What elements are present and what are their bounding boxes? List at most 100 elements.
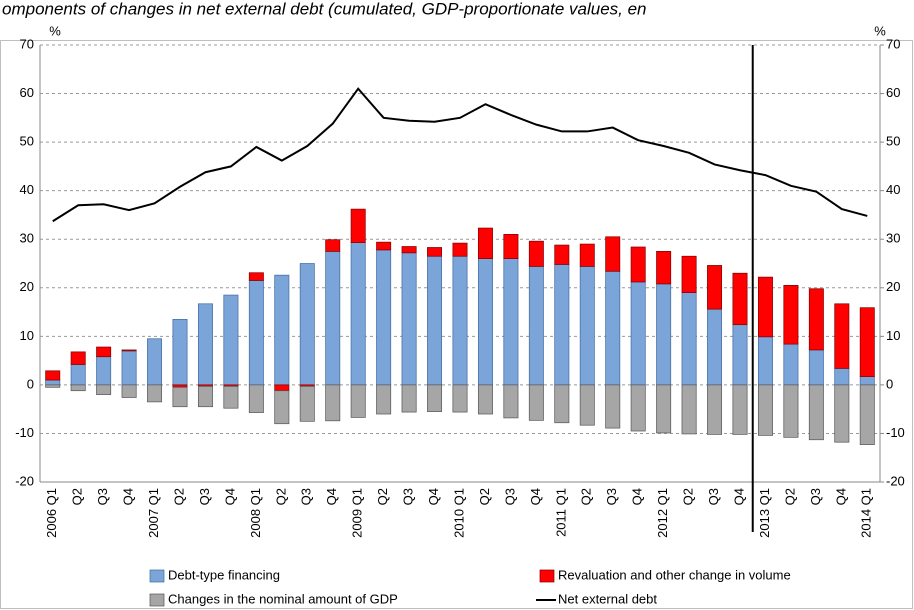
y2-tick-label: 20: [886, 279, 900, 294]
bar: [503, 258, 519, 386]
x-tick-label: 2010 Q1: [451, 488, 466, 538]
bar: [554, 244, 570, 265]
x-tick-label: 2011 Q1: [553, 488, 568, 537]
bar: [757, 384, 773, 436]
bar: [325, 384, 341, 422]
bar: [248, 384, 264, 413]
x-tick-label: Q4: [222, 488, 237, 505]
bar: [477, 384, 493, 415]
line: [52, 87, 868, 223]
y2-unit: %: [874, 23, 886, 38]
bar: [783, 285, 799, 345]
bar: [299, 385, 315, 422]
x-tick-label: Q2: [171, 488, 186, 505]
x-tick-label: 2007 Q1: [146, 488, 161, 538]
x-tick-label: Q3: [706, 488, 721, 505]
x-tick-label: Q3: [299, 488, 314, 505]
bar: [707, 308, 723, 386]
chart-title: omponents of changes in net external deb…: [2, 0, 647, 18]
legend-swatch: [539, 569, 555, 583]
legend-label: Debt-type financing: [168, 567, 280, 582]
bar: [656, 283, 672, 386]
x-tick-label: Q2: [579, 488, 594, 505]
y-tick-label: 60: [20, 85, 34, 100]
bar: [808, 288, 824, 351]
bar: [605, 384, 621, 429]
x-tick-label: 2014 Q1: [859, 488, 874, 538]
legend-swatch: [149, 569, 165, 583]
bar: [630, 384, 646, 432]
x-tick-label: Q2: [681, 488, 696, 505]
bar: [834, 384, 850, 443]
legend-label: Revaluation and other change in volume: [558, 567, 791, 582]
bar: [834, 368, 850, 386]
bar: [757, 276, 773, 338]
x-tick-label: 2012 Q1: [655, 488, 670, 538]
bar: [427, 384, 443, 412]
bar: [350, 242, 366, 386]
y-tick-label: 20: [20, 279, 34, 294]
bar: [401, 246, 417, 254]
bar: [376, 241, 392, 251]
x-tick-label: Q2: [375, 488, 390, 505]
y-tick-label: -10: [15, 425, 34, 440]
bar: [96, 356, 112, 386]
bar: [503, 384, 519, 419]
bar: [248, 280, 264, 386]
x-tick-label: Q2: [273, 488, 288, 505]
bar: [681, 292, 697, 386]
bar: [605, 236, 621, 272]
bar: [707, 265, 723, 310]
bar: [350, 384, 366, 418]
x-tick-label: Q4: [630, 488, 645, 505]
bar: [401, 384, 417, 413]
bar: [808, 384, 824, 441]
bar: [147, 384, 163, 403]
y2-tick-label: 0: [886, 376, 893, 391]
x-tick-label: Q3: [604, 488, 619, 505]
bar: [274, 384, 290, 392]
y2-tick-label: -20: [886, 473, 905, 488]
bar: [528, 384, 544, 421]
bar: [859, 376, 875, 386]
bar: [121, 384, 137, 398]
y2-tick-label: 10: [886, 328, 900, 343]
bar: [223, 385, 239, 409]
x-tick-label: Q3: [808, 488, 823, 505]
bar: [554, 264, 570, 386]
bar: [707, 384, 723, 435]
bar: [528, 240, 544, 267]
bar: [197, 385, 213, 408]
bar: [452, 384, 468, 413]
bar: [783, 343, 799, 386]
x-tick-label: Q3: [502, 488, 517, 505]
y-tick-label: 50: [20, 134, 34, 149]
bar: [172, 318, 188, 386]
x-tick-label: Q4: [731, 488, 746, 505]
legend-label: Net external debt: [558, 591, 657, 606]
bar: [859, 384, 875, 445]
bar: [681, 255, 697, 293]
bar: [70, 351, 86, 365]
x-tick-label: 2008 Q1: [248, 488, 263, 538]
x-tick-label: Q2: [782, 488, 797, 505]
x-tick-label: Q2: [477, 488, 492, 505]
y2-tick-label: 40: [886, 182, 900, 197]
bar: [656, 384, 672, 434]
bar: [376, 384, 392, 415]
bar: [783, 384, 799, 438]
bar: [732, 324, 748, 386]
bar: [45, 370, 61, 381]
y2-tick-label: 60: [886, 85, 900, 100]
bar: [477, 258, 493, 386]
bar: [299, 263, 315, 386]
y-tick-label: 70: [20, 36, 34, 51]
bar: [452, 255, 468, 386]
y2-tick-label: 70: [886, 36, 900, 51]
bar: [172, 384, 188, 388]
bar: [223, 294, 239, 386]
bar: [248, 272, 264, 281]
y-tick-label: 40: [20, 182, 34, 197]
bar: [732, 384, 748, 435]
